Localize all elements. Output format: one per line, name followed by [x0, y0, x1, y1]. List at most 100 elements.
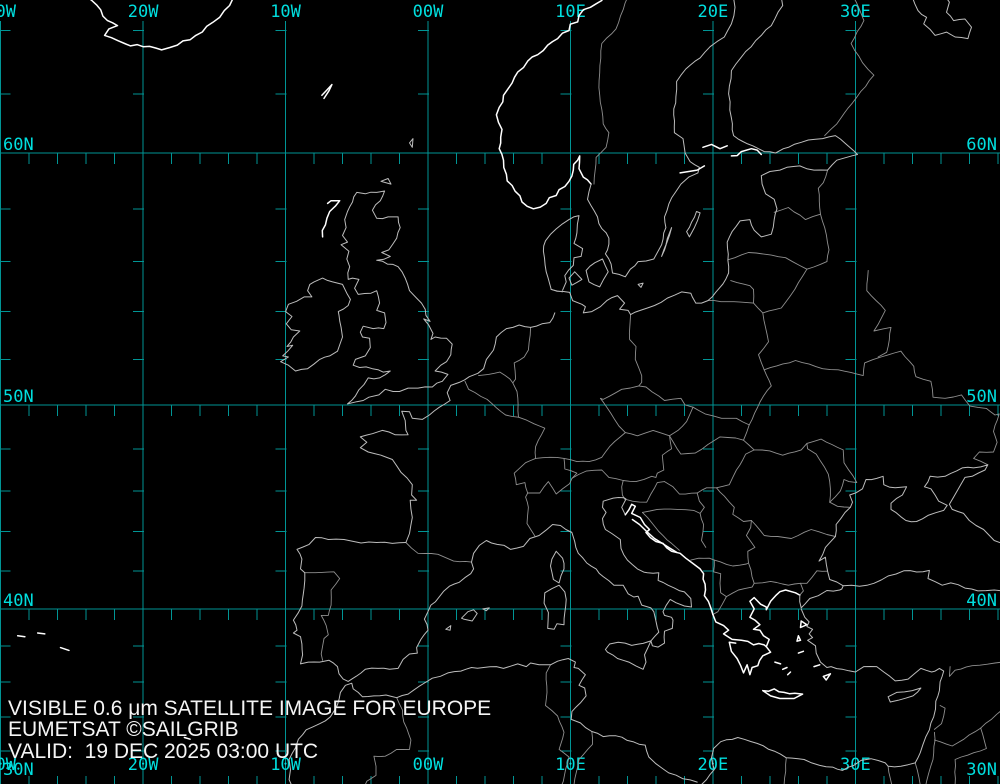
- coastline-sicily: [604, 640, 652, 670]
- graticule-label-bottom-10E: 10E: [555, 755, 586, 775]
- border-slovakia-poland: [692, 406, 750, 426]
- coastline-lesbos: [799, 620, 808, 629]
- graticule-label-right-60N: 60N: [966, 135, 997, 155]
- border-syria-iraq: [980, 711, 1000, 729]
- border-slovenia-austria: [622, 475, 657, 483]
- border-morocco-algeria: [365, 697, 412, 784]
- border-bulgaria-greece: [753, 580, 801, 586]
- border-libya-tunisia: [573, 731, 593, 784]
- border-latvia-belarus: [806, 261, 828, 270]
- coastline-marmara-blacksea-south: [799, 569, 1000, 609]
- border-slovenia-italy: [621, 480, 626, 500]
- graticule-label-left-50N: 50N: [3, 387, 34, 407]
- border-france-germany: [518, 416, 546, 459]
- border-hungary-romania: [716, 449, 755, 489]
- graticule-label-left-40N: 40N: [3, 591, 34, 611]
- border-jordan-syria: [933, 727, 982, 747]
- border-france-spain: [405, 542, 472, 563]
- border-slovenia-croatia: [624, 481, 665, 503]
- map-source-text: EUMETSAT ©SAILGRIB: [8, 718, 239, 741]
- border-germany-poland: [628, 314, 643, 387]
- graticule-label-bottom-30E: 30E: [840, 755, 871, 775]
- border-belarus-ukraine: [763, 350, 902, 377]
- meridian-ticks-10W: [275, 30, 287, 752]
- graticule-label-top-00W: 00W: [413, 2, 444, 22]
- border-croatia-bosnia-north: [641, 508, 701, 514]
- coastline-maghreb-coast: [288, 658, 698, 784]
- border-germany-austria: [563, 432, 626, 463]
- graticule-label-bottom-30W: 30W: [0, 755, 17, 775]
- graticule-label-top-20W: 20W: [128, 2, 159, 22]
- meridian-ticks-00W: [418, 30, 429, 752]
- border-romania-ukraine-danube: [829, 501, 851, 508]
- coastline-oland: [661, 227, 673, 257]
- border-poland-belarus: [758, 312, 769, 371]
- border-suez-canal: [887, 765, 893, 784]
- border-syria-lebanon: [933, 705, 946, 730]
- coastline-rhodes: [822, 673, 832, 681]
- coastline-dalmatian-islands: [631, 518, 678, 554]
- border-hungary-ukraine: [743, 439, 755, 451]
- graticule-label-right-30N: 30N: [966, 760, 997, 780]
- border-turkey-syria: [948, 661, 1000, 677]
- coastline-menorca: [482, 607, 490, 612]
- coastline-france-med-italy: [471, 497, 692, 648]
- border-norway-sweden: [593, 0, 627, 185]
- coastline-northsea-biscay: [359, 312, 556, 543]
- graticule-label-top-10W: 10W: [270, 2, 301, 22]
- border-croatia-bosnia-south: [641, 511, 680, 551]
- border-austria-italy: [571, 469, 624, 481]
- coastline-madeira: [183, 736, 191, 740]
- border-israel-jordan: [925, 731, 936, 784]
- border-lithuania-belarus: [762, 268, 808, 314]
- coastline-corsica: [550, 550, 565, 584]
- border-netherlands-belgium: [478, 371, 514, 384]
- graticule-label-bottom-10W: 10W: [270, 755, 301, 775]
- border-estonia-russia: [817, 169, 829, 215]
- coastline-croatia-coast: [624, 503, 714, 616]
- coastline-cyprus: [887, 687, 922, 703]
- border-croatia-serbia: [696, 492, 705, 514]
- coastline-cyclades-1: [774, 661, 782, 665]
- coastline-jutland: [542, 215, 584, 291]
- coastline-chios: [796, 635, 802, 642]
- border-belgium-france: [464, 380, 519, 418]
- graticule-group: [0, 21, 1000, 784]
- coastline-finnish-archipelago: [730, 147, 763, 157]
- border-tunisia-algeria: [545, 664, 570, 784]
- graticule-label-top-30E: 30E: [840, 2, 871, 22]
- border-romania-ukraine-west: [753, 442, 808, 456]
- coastline-faroe: [321, 83, 333, 100]
- coastline-finland-baltic-coast: [550, 0, 858, 316]
- coastline-azores-3: [59, 646, 70, 652]
- border-greece-turkey: [799, 582, 804, 596]
- bottom-edge-ticks-30N: [0, 776, 999, 784]
- coastline-ibiza: [445, 625, 452, 631]
- coastline-crete: [762, 688, 804, 700]
- parallel-ticks-60N: [0, 153, 999, 164]
- coastline-iceland: [89, 0, 234, 51]
- border-lithuania-kaliningrad: [730, 280, 754, 290]
- parallel-ticks-50N: [0, 405, 999, 416]
- coastline-norway: [495, 0, 603, 210]
- border-poland-kaliningrad: [707, 288, 755, 304]
- border-serbia-bosnia: [699, 512, 707, 548]
- border-netherlands-germany: [512, 326, 532, 384]
- border-ukraine-russia: [900, 350, 1000, 466]
- border-spain-portugal: [304, 571, 341, 661]
- graticule-label-left-30N: 30N: [3, 760, 34, 780]
- coastline-iberia-coast: [292, 537, 475, 682]
- coastline-white-sea: [912, 0, 972, 40]
- border-hungary-serbia: [696, 487, 717, 494]
- border-bulgaria-turkey: [800, 570, 829, 584]
- border-france-italy: [525, 492, 536, 537]
- border-poland-ukraine: [748, 369, 772, 426]
- coastline-azores-2: [36, 632, 46, 635]
- meridian-ticks-20E: [702, 30, 714, 752]
- border-slovakia-hungary: [669, 435, 744, 455]
- border-germany-czechia: [599, 385, 640, 434]
- border-belgium-germany: [512, 382, 519, 418]
